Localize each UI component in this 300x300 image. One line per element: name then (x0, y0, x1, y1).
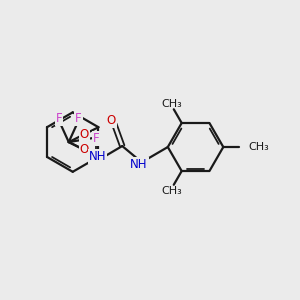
Text: NH: NH (130, 158, 148, 171)
Text: O: O (80, 143, 89, 156)
Text: F: F (75, 112, 82, 125)
Text: F: F (56, 112, 62, 125)
Text: O: O (107, 114, 116, 127)
Text: CH₃: CH₃ (161, 99, 182, 109)
Text: CH₃: CH₃ (161, 186, 182, 196)
Text: F: F (93, 132, 100, 145)
Text: O: O (80, 128, 89, 141)
Text: NH: NH (89, 150, 106, 164)
Text: CH₃: CH₃ (248, 142, 269, 152)
